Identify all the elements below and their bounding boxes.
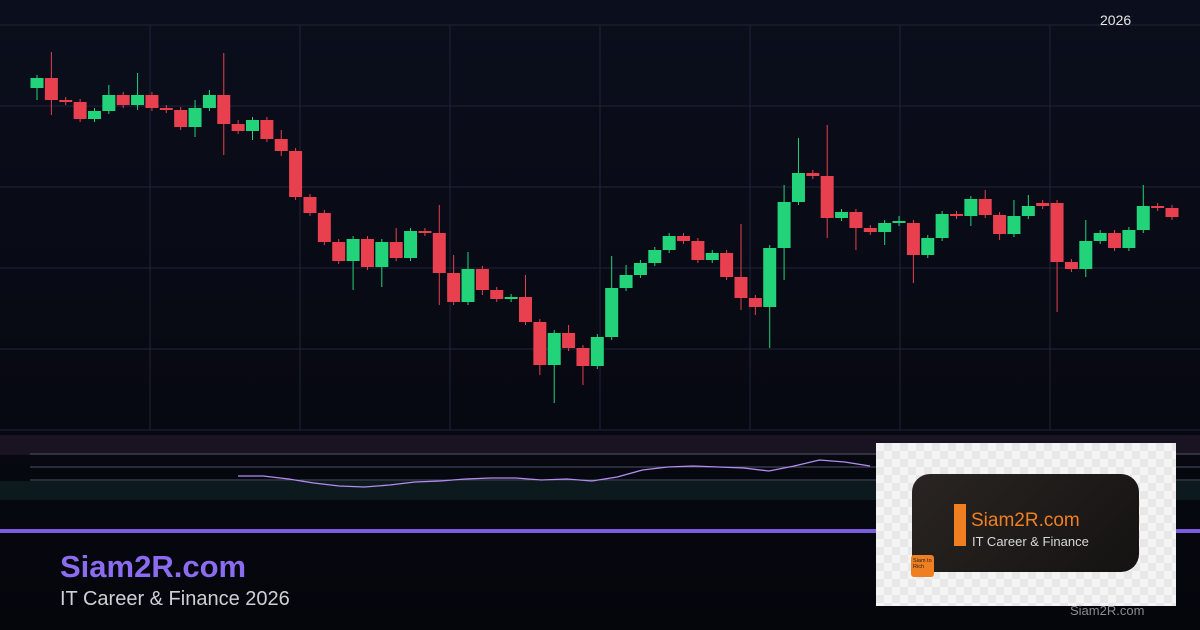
logo-card: Siam2R.com IT Career & Finance [912,474,1139,572]
candle-body [317,213,331,242]
candle-body [1151,206,1165,208]
logo-name: Siam2R.com [971,510,1080,531]
candle-body [849,212,863,228]
candle-body [734,277,748,298]
candle-body [835,212,849,218]
candle-body [662,236,676,250]
candle-body [777,202,791,248]
candle-body [949,214,963,216]
candle-body [648,250,662,263]
candle-body [1036,203,1050,206]
candle-body [1007,216,1021,234]
candle-body [159,108,173,110]
candle-body [418,231,432,233]
candle-body [820,176,834,218]
accent-divider [0,529,1200,533]
candle-body [921,238,935,255]
candle-body [547,333,561,365]
candle-body [677,236,691,241]
candle-body [878,223,892,232]
candle-body [763,248,777,307]
year-label: 2026 [1100,12,1132,28]
candle-body [44,78,58,100]
candle-body [720,253,734,277]
candle-body [217,95,231,124]
candle-body [116,95,130,105]
candle-body [806,173,820,176]
candle-body [791,173,805,202]
candle-body [1165,208,1179,217]
candle-body [1064,262,1078,269]
candle-body [619,275,633,288]
candle-body [906,223,920,255]
candle-body [102,95,116,111]
candle-body [274,139,288,151]
candle-body [576,348,590,366]
candle-body [1079,241,1093,269]
candle-body [73,102,87,119]
candle-body [246,120,260,131]
candle-body [562,333,576,348]
logo-tagline: IT Career & Finance [972,534,1089,549]
candle-body [404,231,418,258]
candlestick-chart [0,24,1200,500]
site-title: Siam2R.com [60,549,247,584]
candle-body [705,253,719,260]
candle-body [145,95,159,108]
watermark: Siam2R.com [1070,603,1145,618]
candle-body [964,199,978,216]
candle-body [260,120,274,139]
candle-body [533,322,547,365]
candle-body [346,239,360,261]
candle-body [590,337,604,366]
site-subtitle: IT Career & Finance 2026 [60,588,290,610]
candle-body [518,297,532,322]
candle-body [332,242,346,261]
logo: Siam2R.com IT Career & Finance Siam to R… [876,443,1176,606]
candle-body [993,215,1007,234]
candle-body [1021,206,1035,216]
candle-body [935,214,949,238]
candle-body [863,228,877,232]
candle-body [188,108,202,127]
candle-body [1093,233,1107,241]
candle-body [605,288,619,337]
candle-body [748,298,762,307]
candle-body [1050,203,1064,262]
candle-body [461,269,475,302]
candle-body [231,124,245,131]
candle-body [1122,230,1136,248]
logo-badge: Siam to Rich [911,555,934,577]
candle-body [490,290,504,299]
candle-body [447,273,461,302]
candle-body [475,269,489,290]
candle-body [389,242,403,258]
candle-body [303,197,317,213]
candle-body [174,110,188,127]
candle-body [1136,206,1150,230]
candle-body [87,111,101,119]
candle-body [360,239,374,267]
candle-body [30,78,44,88]
candle-body [375,242,389,267]
candle-body [432,233,446,273]
logo-bar-icon [954,504,966,546]
candle-body [1108,233,1122,248]
candle-body [289,151,303,197]
candle-body [633,263,647,275]
oscillator-line [238,459,871,488]
candle-body [131,95,145,105]
candle-body [978,199,992,215]
candle-body [691,241,705,260]
candle-body [892,221,906,223]
candle-body [504,297,518,299]
candle-body [59,100,73,102]
candle-body [202,95,216,108]
